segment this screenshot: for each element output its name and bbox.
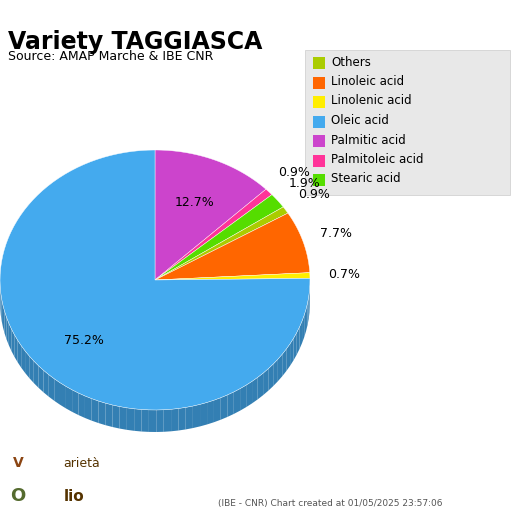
Polygon shape [186,406,193,430]
Polygon shape [258,373,263,399]
Polygon shape [54,379,60,405]
Polygon shape [234,388,240,414]
Polygon shape [155,189,272,280]
Polygon shape [157,410,164,432]
Text: O: O [10,487,26,505]
Polygon shape [287,344,290,371]
Polygon shape [0,287,1,315]
Polygon shape [155,150,266,280]
Polygon shape [306,303,307,331]
Polygon shape [25,351,29,378]
Polygon shape [0,150,310,410]
Polygon shape [15,335,18,362]
Polygon shape [106,403,112,427]
Text: 12.7%: 12.7% [174,196,214,209]
Polygon shape [120,407,127,430]
Polygon shape [304,309,306,337]
Text: Source: AMAP Marche & IBE CNR: Source: AMAP Marche & IBE CNR [8,50,213,63]
Polygon shape [60,383,66,408]
Polygon shape [282,349,287,376]
Polygon shape [79,393,85,418]
Bar [313,76,325,88]
Polygon shape [307,297,309,325]
Polygon shape [294,333,297,360]
Polygon shape [9,323,11,351]
Polygon shape [6,317,9,345]
Polygon shape [227,392,234,417]
Polygon shape [214,398,220,422]
Polygon shape [38,366,44,392]
Polygon shape [18,340,21,368]
Text: Linoleic acid: Linoleic acid [331,75,404,88]
Polygon shape [178,408,186,431]
Polygon shape [302,315,304,343]
Polygon shape [164,409,171,432]
Bar [305,50,510,195]
Polygon shape [127,408,134,431]
Text: lio: lio [64,489,84,503]
Text: Others: Others [331,56,371,69]
Polygon shape [21,346,25,373]
Polygon shape [155,213,310,280]
Text: 7.7%: 7.7% [320,227,352,240]
Polygon shape [1,293,2,321]
Text: Palmitoleic acid: Palmitoleic acid [331,153,423,166]
Polygon shape [44,370,49,397]
Text: V: V [13,457,23,470]
Polygon shape [155,194,283,280]
Polygon shape [171,409,178,431]
Polygon shape [155,272,310,280]
Polygon shape [263,369,268,395]
Bar [313,135,325,147]
Polygon shape [240,385,246,411]
Polygon shape [49,374,54,401]
Text: Variety TAGGIASCA: Variety TAGGIASCA [8,30,263,54]
Text: arietà: arietà [64,457,100,470]
Text: 1.9%: 1.9% [289,177,321,190]
Polygon shape [141,410,149,432]
Polygon shape [3,305,5,333]
Text: Linolenic acid: Linolenic acid [331,95,412,108]
Text: Oleic acid: Oleic acid [331,114,389,127]
Polygon shape [66,386,72,412]
Text: 0.9%: 0.9% [278,166,310,179]
Polygon shape [112,405,120,428]
Text: 0.7%: 0.7% [328,268,360,281]
Polygon shape [273,359,278,386]
Polygon shape [300,321,302,349]
Polygon shape [252,378,258,404]
Text: Stearic acid: Stearic acid [331,173,400,186]
Polygon shape [5,311,6,339]
Polygon shape [98,401,106,425]
Polygon shape [297,327,300,355]
Polygon shape [149,410,157,432]
Bar [313,174,325,186]
Polygon shape [34,361,38,388]
Polygon shape [246,381,252,407]
Polygon shape [72,390,79,415]
Bar [313,115,325,127]
Bar [313,96,325,108]
Polygon shape [11,329,15,357]
Bar [313,154,325,166]
Polygon shape [278,354,282,381]
Polygon shape [193,405,200,428]
Polygon shape [85,396,92,421]
Polygon shape [29,356,34,383]
Polygon shape [268,364,273,391]
Polygon shape [92,399,98,423]
Text: (IBE - CNR) Chart created at 01/05/2025 23:57:06: (IBE - CNR) Chart created at 01/05/2025 … [218,499,442,508]
Polygon shape [134,409,141,432]
Polygon shape [220,395,227,420]
Polygon shape [290,339,294,366]
Text: Palmitic acid: Palmitic acid [331,134,406,147]
Polygon shape [2,299,3,327]
Text: 75.2%: 75.2% [64,334,104,347]
Bar [313,57,325,69]
Polygon shape [207,400,214,424]
Polygon shape [155,207,288,280]
Polygon shape [200,402,207,426]
Text: 0.9%: 0.9% [298,188,330,201]
